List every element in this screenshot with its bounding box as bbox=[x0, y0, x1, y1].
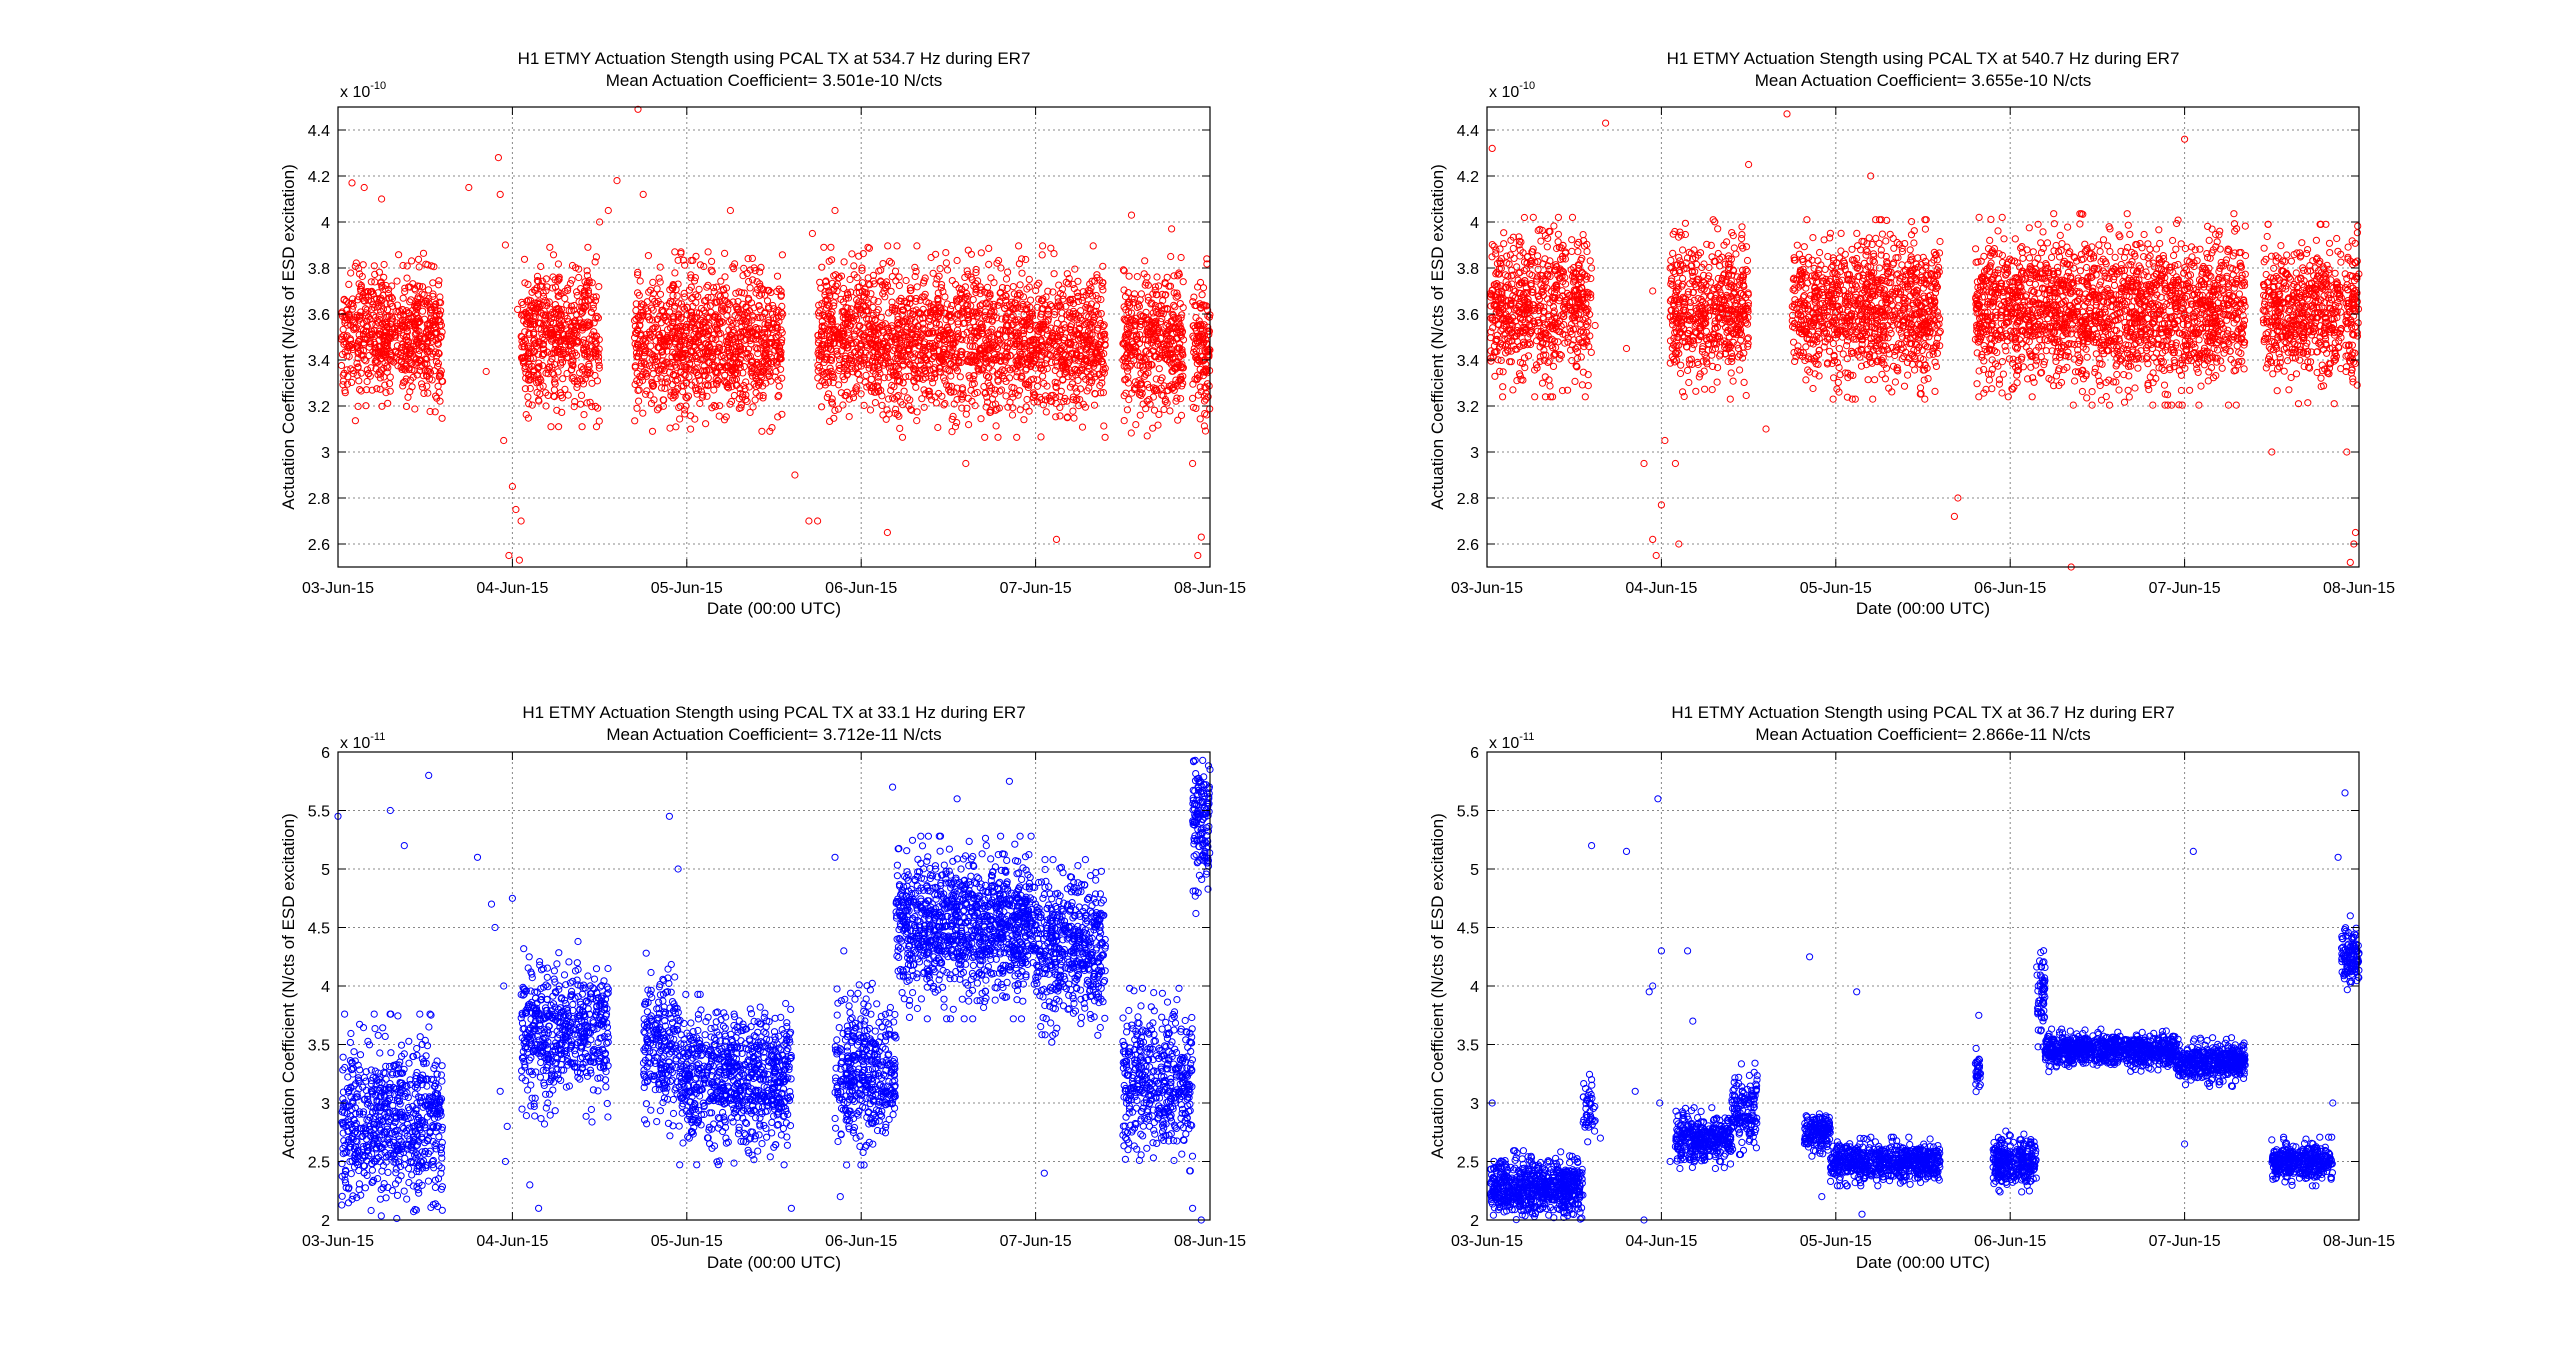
y-tick-label: 4 bbox=[321, 215, 330, 232]
data-point bbox=[381, 381, 389, 389]
data-point bbox=[362, 402, 370, 410]
y-tick-label: 3.4 bbox=[308, 353, 330, 370]
x-tick-label: 04-Jun-15 bbox=[476, 580, 548, 597]
y-tick-label: 3.2 bbox=[308, 399, 330, 416]
panel-534-7hz: H1 ETMY Actuation Stength using PCAL TX … bbox=[279, 49, 1246, 618]
x-tick-label: 03-Jun-15 bbox=[302, 580, 374, 597]
data-point bbox=[406, 388, 414, 396]
x-tick-label: 08-Jun-15 bbox=[1174, 580, 1246, 597]
data-point bbox=[438, 414, 446, 422]
data-point bbox=[343, 380, 351, 388]
data-point bbox=[338, 333, 346, 341]
data-points bbox=[337, 105, 1214, 564]
panel-title-line1: H1 ETMY Actuation Stength using PCAL TX … bbox=[518, 49, 1031, 68]
y-tick-label: 3 bbox=[321, 445, 330, 462]
data-point bbox=[402, 402, 411, 410]
data-point bbox=[350, 324, 358, 332]
panel-title-line2: Mean Actuation Coefficient= 3.501e-10 N/… bbox=[606, 71, 943, 90]
x-tick-label: 07-Jun-15 bbox=[1000, 580, 1072, 597]
data-point bbox=[384, 399, 392, 407]
data-point bbox=[393, 277, 401, 285]
data-point bbox=[425, 299, 433, 307]
data-point bbox=[363, 366, 371, 374]
panel-title-line2: Mean Actuation Coefficient= 3.655e-10 N/… bbox=[1755, 71, 2092, 90]
y-tick-label: 4.2 bbox=[308, 169, 330, 186]
x-axis-label: Date (00:00 UTC) bbox=[707, 599, 841, 618]
data-point bbox=[356, 386, 364, 394]
data-point bbox=[386, 387, 394, 395]
x-tick-label: 05-Jun-15 bbox=[651, 580, 723, 597]
y-axis-label: Actuation Coefficient (N/cts of ESD exci… bbox=[279, 164, 298, 510]
y-tick-label: 2.6 bbox=[308, 537, 330, 554]
panel-title-line1: H1 ETMY Actuation Stength using PCAL TX … bbox=[1667, 49, 2180, 68]
data-point bbox=[432, 358, 440, 366]
y-tick-label: 2.8 bbox=[308, 491, 330, 508]
y-tick-label: 4.4 bbox=[308, 123, 330, 140]
data-point bbox=[351, 325, 359, 333]
data-point bbox=[401, 288, 409, 296]
y-tick-label: 3.6 bbox=[308, 307, 330, 324]
x-tick-label: 06-Jun-15 bbox=[825, 580, 897, 597]
data-point bbox=[419, 249, 428, 257]
data-point bbox=[403, 262, 411, 270]
y-tick-label: 3.8 bbox=[308, 261, 330, 278]
